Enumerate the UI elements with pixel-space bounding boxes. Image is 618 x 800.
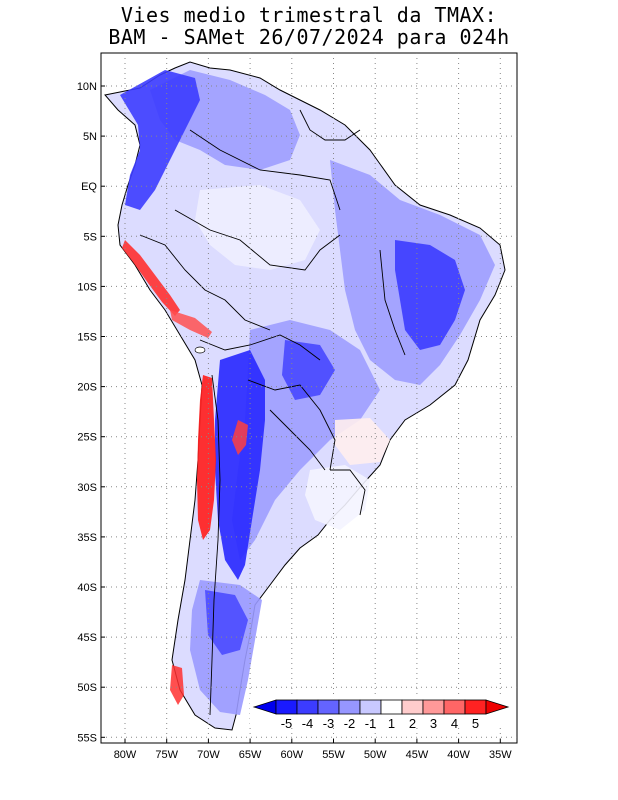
- bias-region-positive-andes-east: [232, 420, 248, 455]
- colorbar-swatch: [464, 699, 487, 715]
- map-layer: [101, 53, 517, 743]
- lon-tick-label: 45W: [406, 749, 429, 761]
- lat-tick-label: 25S: [77, 432, 97, 444]
- map-title-line1: Vies medio trimestral da TMAX:: [120, 3, 498, 27]
- colorbar-label: -4: [302, 716, 314, 731]
- map-title-line2: BAM - SAMet 26/07/2024 para 024h: [108, 25, 510, 49]
- bias-region-medium-center: [232, 320, 380, 560]
- colorbar-label: -5: [281, 716, 293, 731]
- graticule: [101, 53, 517, 743]
- lat-tick-label: 40S: [77, 582, 97, 594]
- bias-region-positive-peru: [122, 240, 180, 316]
- colorbar-swatch: [338, 699, 361, 715]
- colorbar-swatch: [443, 699, 466, 715]
- colorbar-swatch: [422, 699, 445, 715]
- colorbar-label: 5: [472, 716, 479, 731]
- lon-tick-label: 70W: [197, 749, 220, 761]
- bias-region-neutral-uruguay: [305, 465, 370, 530]
- lat-tick-label: 15S: [77, 332, 97, 344]
- lat-tick-label: 45S: [77, 632, 97, 644]
- colorbar-swatch: [359, 699, 382, 715]
- longitude-labels: 80W 75W 70W 65W 60W 55W 50W 45W 40W 35W: [114, 739, 512, 761]
- lat-tick-label: 5N: [83, 131, 97, 143]
- lat-tick-label: 30S: [77, 482, 97, 494]
- bias-region-positive-chile: [170, 665, 184, 705]
- bias-region-neutral-amazon: [195, 185, 320, 270]
- bias-region-positive-peru-south: [170, 310, 212, 338]
- colorbar-label: 1: [388, 716, 395, 731]
- colorbar-label: -3: [323, 716, 335, 731]
- lat-tick-label: 35S: [77, 532, 97, 544]
- bias-region-strong-patagonia: [205, 590, 248, 655]
- lon-tick-label: 75W: [155, 749, 178, 761]
- bias-region-strong-northeast: [395, 240, 465, 350]
- lat-tick-label: 10S: [77, 281, 97, 293]
- bias-region-strong-chaco: [215, 350, 265, 580]
- colorbar-swatch: [380, 699, 403, 715]
- colorbar: -5 -4 -3 -2 -1 1 2 3 4 5: [250, 695, 512, 731]
- country-borders: [139, 109, 406, 716]
- lat-tick-label: EQ: [81, 181, 97, 193]
- colorbar-max-arrow: [485, 699, 510, 715]
- colorbar-swatch: [401, 699, 424, 715]
- colorbar-label: 3: [430, 716, 437, 731]
- lake-titicaca: [194, 346, 206, 354]
- lon-tick-label: 50W: [364, 749, 387, 761]
- lon-tick-label: 80W: [114, 749, 137, 761]
- colorbar-swatch: [275, 699, 298, 715]
- lat-tick-label: 55S: [77, 732, 97, 744]
- colorbar-label: -2: [344, 716, 356, 731]
- colorbar-label: 2: [409, 716, 416, 731]
- lat-tick-label: 10N: [77, 81, 97, 93]
- lon-tick-label: 40W: [447, 749, 470, 761]
- lat-tick-label: 50S: [77, 682, 97, 694]
- latitude-labels: 10N 5N EQ 5S 10S 15S 20S 25S 30S 35S 40S 45S 50S 55S: [77, 81, 105, 744]
- bias-region-neutral-south-brazil: [335, 418, 390, 465]
- lon-tick-label: 60W: [280, 749, 303, 761]
- lat-tick-label: 20S: [77, 382, 97, 394]
- lon-tick-label: 55W: [322, 749, 345, 761]
- lon-tick-label: 35W: [489, 749, 512, 761]
- bias-region-strong-colombia: [120, 70, 200, 210]
- colorbar-label: 4: [451, 716, 458, 731]
- colorbar-label: -1: [365, 716, 377, 731]
- lat-tick-label: 5S: [84, 231, 97, 243]
- colorbar-swatch: [317, 699, 340, 715]
- colorbar-swatch: [296, 699, 319, 715]
- bias-region-positive-andes: [197, 375, 216, 540]
- lon-tick-label: 65W: [239, 749, 262, 761]
- bias-region-strong-pantanal: [282, 340, 335, 400]
